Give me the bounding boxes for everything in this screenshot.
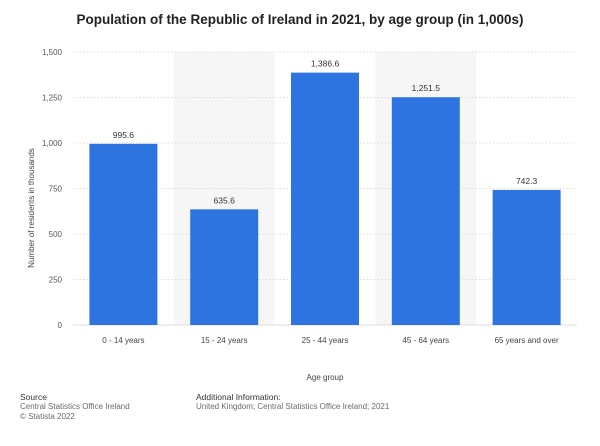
y-tick-label: 1,250 [42, 94, 63, 103]
bar-value-label: 742.3 [516, 176, 538, 186]
bar[interactable] [291, 72, 359, 326]
y-axis-label: Number of residents in thousands [27, 148, 36, 268]
x-tick-label: 45 - 64 years [402, 336, 449, 345]
bar-value-label: 995.6 [113, 130, 135, 140]
y-tick-label: 250 [49, 276, 63, 285]
bar-value-label: 635.6 [214, 195, 236, 205]
bar[interactable] [89, 143, 158, 325]
additional-info-heading: Additional Information: [196, 392, 281, 402]
source-heading: Source [20, 392, 47, 402]
x-tick-labels: 0 - 14 years 15 - 24 years 25 - 44 years 45… [102, 336, 559, 345]
x-axis-label: Age group [307, 373, 344, 382]
x-tick-label: 0 - 14 years [102, 336, 144, 345]
bar[interactable] [190, 209, 259, 325]
additional-info-block: Additional Information: United Kingdom; … [196, 392, 389, 412]
y-tick-label: 1,000 [42, 139, 63, 148]
y-tick-label: 500 [49, 230, 63, 239]
y-tick-label: 1,500 [42, 48, 63, 57]
bar[interactable] [492, 189, 561, 325]
chart-title: Population of the Republic of Ireland in… [76, 12, 524, 27]
bar-value-label: 1,251.5 [412, 83, 441, 93]
bars [89, 72, 561, 326]
source-line: Central Statistics Office Ireland [20, 402, 130, 411]
bar-value-label: 1,386.6 [311, 59, 340, 69]
value-labels: 995.6 635.6 1,386.6 1,251.5 742.3 [113, 59, 538, 206]
source-line: © Statista 2022 [20, 412, 75, 421]
additional-info-text: United Kingdom; Central Statistics Offic… [196, 402, 390, 411]
x-tick-label: 65 years and over [495, 336, 559, 345]
y-tick-label: 0 [58, 321, 63, 330]
y-tick-label: 750 [49, 185, 63, 194]
bar[interactable] [391, 97, 460, 326]
x-tick-label: 25 - 44 years [302, 336, 349, 345]
y-tick-labels: 0 250 500 750 1,000 1,250 1,500 [42, 48, 63, 330]
source-block: Source Central Statistics Office Ireland… [20, 392, 130, 422]
x-tick-label: 15 - 24 years [201, 336, 248, 345]
